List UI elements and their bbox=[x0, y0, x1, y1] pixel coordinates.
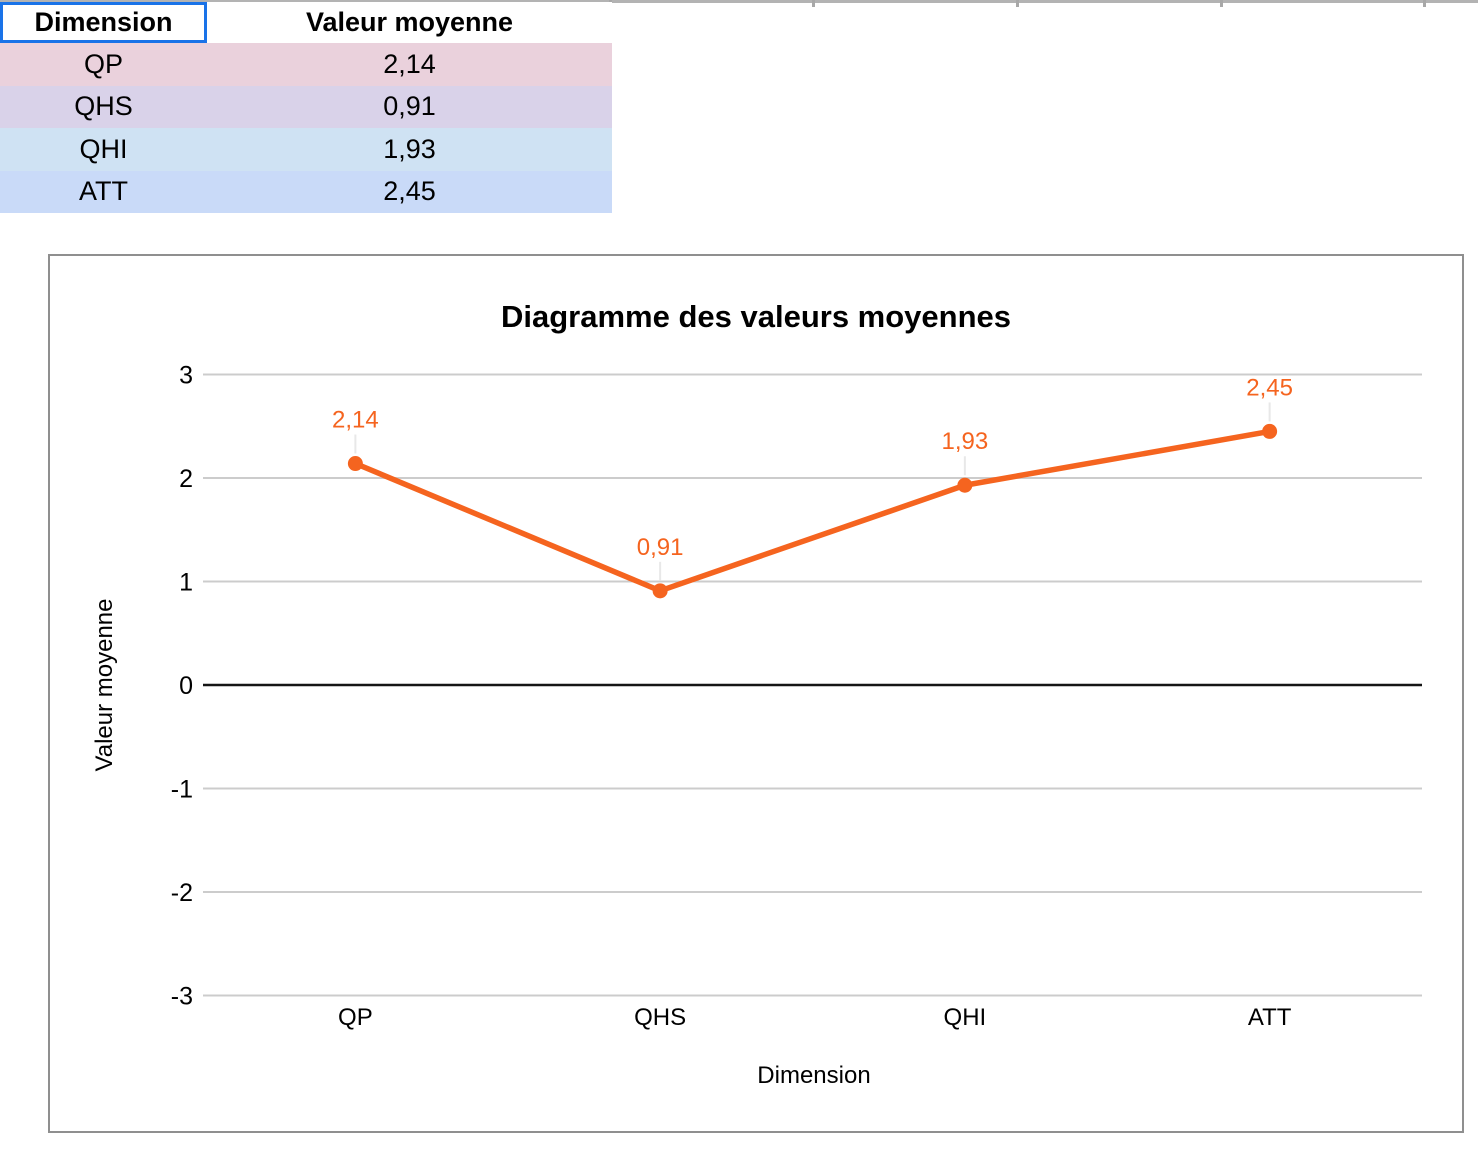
column-header-dimension-label: Dimension bbox=[34, 7, 173, 37]
sheet-row-gridline bbox=[0, 0, 1478, 3]
cell-text: QP bbox=[83, 48, 123, 79]
x-axis-title: Dimension bbox=[757, 1062, 871, 1089]
y-tick-label: -2 bbox=[171, 879, 193, 907]
cell-value-att[interactable]: 2,45 bbox=[207, 170, 612, 213]
series-line bbox=[352, 428, 1273, 594]
x-tick-label: QHS bbox=[634, 1004, 686, 1031]
table-row: QP 2,14 bbox=[0, 43, 612, 86]
column-header-dimension[interactable]: Dimension bbox=[0, 2, 207, 43]
data-label: 2,45 bbox=[1246, 374, 1293, 401]
data-point[interactable] bbox=[1262, 423, 1278, 439]
y-tick-label: 0 bbox=[179, 672, 193, 700]
chart-title: Diagramme des valeurs moyennes bbox=[500, 299, 1012, 334]
cell-value-qhi[interactable]: 1,93 bbox=[207, 128, 612, 171]
cell-text: 2,14 bbox=[383, 48, 436, 79]
column-gridline-stub bbox=[1423, 0, 1426, 7]
column-header-valeur-moyenne[interactable]: Valeur moyenne bbox=[207, 2, 612, 43]
column-gridline-stub bbox=[1016, 0, 1019, 7]
cell-text: 0,91 bbox=[383, 91, 436, 122]
column-gridline-stub bbox=[812, 0, 815, 7]
cell-text: 2,45 bbox=[383, 176, 436, 207]
table-row: ATT 2,45 bbox=[0, 170, 612, 213]
data-point[interactable] bbox=[957, 477, 973, 493]
x-tick-label: QHI bbox=[944, 1004, 987, 1031]
cell-dimension-qhs[interactable]: QHS bbox=[0, 85, 207, 128]
y-tick-label: -1 bbox=[171, 776, 193, 804]
data-point[interactable] bbox=[347, 456, 363, 472]
y-tick-label: 2 bbox=[179, 465, 193, 493]
cell-text: ATT bbox=[79, 176, 128, 207]
chart-container[interactable]: Diagramme des valeurs moyennes Valeur mo… bbox=[48, 254, 1464, 1133]
column-gridline-stub bbox=[1220, 0, 1223, 7]
cell-text: QHI bbox=[79, 133, 128, 164]
column-header-valeur-label: Valeur moyenne bbox=[305, 7, 514, 37]
cell-value-qp[interactable]: 2,14 bbox=[207, 43, 612, 86]
cell-text: 1,93 bbox=[383, 133, 436, 164]
cell-dimension-qhi[interactable]: QHI bbox=[0, 128, 207, 171]
data-label: 2,14 bbox=[332, 407, 379, 434]
data-label: 0,91 bbox=[637, 534, 684, 561]
table-header-row: Dimension Valeur moyenne bbox=[0, 2, 612, 43]
y-tick-label: -3 bbox=[171, 983, 193, 1011]
data-table: Dimension Valeur moyenne QP 2,14 QHS 0,9… bbox=[0, 2, 612, 213]
plot-area: 3 2 1 0 -1 -2 -3 QP QHS QHI ATT 2,14 0,91 1,93 2,45 bbox=[171, 362, 1422, 1031]
cell-text: QHS bbox=[74, 91, 133, 122]
y-tick-label: 3 bbox=[179, 362, 193, 390]
y-tick-label: 1 bbox=[179, 569, 193, 597]
table-row: QHS 0,91 bbox=[0, 85, 612, 128]
cell-dimension-att[interactable]: ATT bbox=[0, 170, 207, 213]
data-point[interactable] bbox=[652, 583, 668, 599]
table-row: QHI 1,93 bbox=[0, 128, 612, 171]
x-tick-label: ATT bbox=[1248, 1004, 1292, 1031]
cell-dimension-qp[interactable]: QP bbox=[0, 43, 207, 86]
cell-value-qhs[interactable]: 0,91 bbox=[207, 85, 612, 128]
x-tick-label: QP bbox=[338, 1004, 373, 1031]
data-label: 1,93 bbox=[942, 428, 989, 455]
